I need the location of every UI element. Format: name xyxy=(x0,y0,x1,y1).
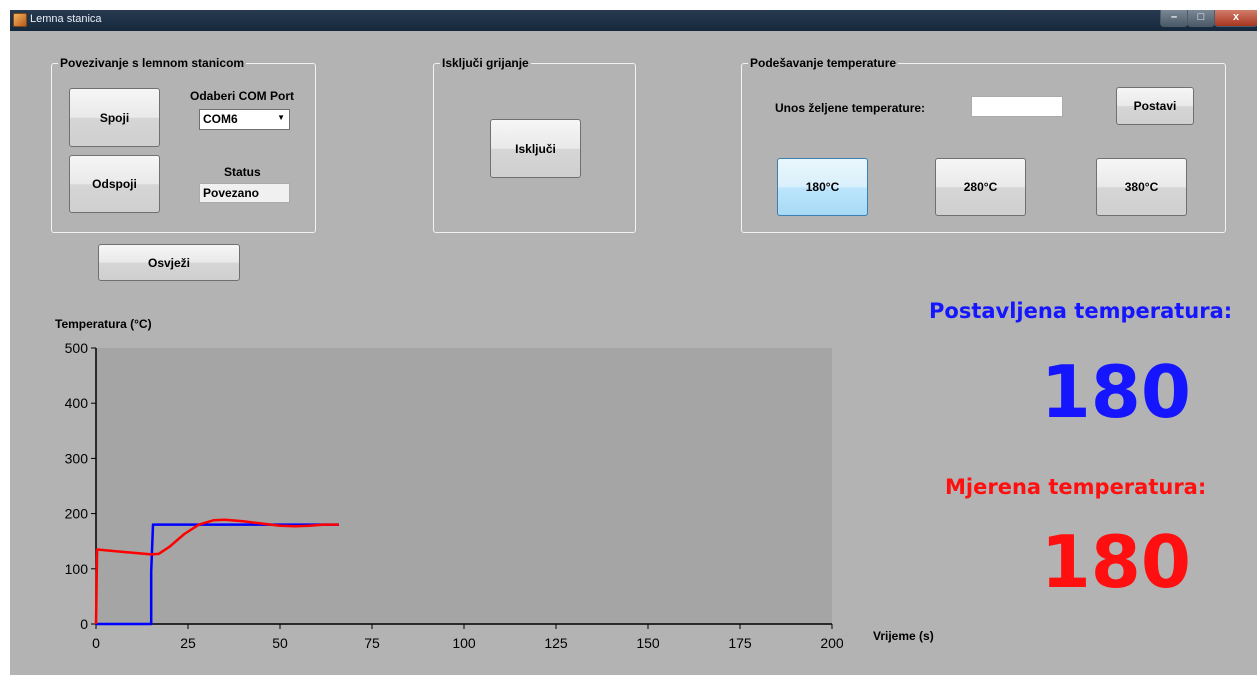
temperature-input[interactable] xyxy=(971,96,1063,117)
com-port-value: COM6 xyxy=(203,112,238,126)
preset-380-button[interactable]: 380°C xyxy=(1096,158,1187,216)
set-temperature-label: Postavljena temperatura: xyxy=(929,299,1233,323)
com-port-select[interactable]: COM6 ▼ xyxy=(199,109,290,130)
app-icon xyxy=(13,13,27,27)
status-label: Status xyxy=(224,165,261,179)
connection-group-title: Povezivanje s lemnom stanicom xyxy=(58,56,247,70)
heater-group: Isključi grijanje xyxy=(433,56,636,233)
chart-x-tick-label: 0 xyxy=(92,635,100,650)
chart-x-axis-label: Vrijeme (s) xyxy=(873,629,934,643)
chart-plot-area xyxy=(96,348,832,624)
connection-group: Povezivanje s lemnom stanicom xyxy=(51,56,316,233)
temperature-group: Podešavanje temperature xyxy=(741,56,1226,233)
temperature-group-title: Podešavanje temperature xyxy=(748,56,899,70)
chart-y-tick-label: 100 xyxy=(65,561,89,577)
status-field: Povezano xyxy=(199,183,290,203)
measured-temperature-value: 180 xyxy=(1040,520,1191,604)
chart-x-tick-label: 125 xyxy=(544,635,568,650)
chart-y-tick-label: 400 xyxy=(65,395,89,411)
chart-y-tick-label: 300 xyxy=(65,450,89,466)
temperature-input-label: Unos željene temperature: xyxy=(775,101,926,115)
measured-temperature-label: Mjerena temperatura: xyxy=(945,475,1207,499)
set-temperature-button[interactable]: Postavi xyxy=(1116,87,1194,125)
chart-x-tick-label: 200 xyxy=(820,635,844,650)
chart-series-line-1 xyxy=(94,518,339,625)
chart-x-tick-label: 175 xyxy=(728,635,752,650)
preset-280-button[interactable]: 280°C xyxy=(935,158,1026,216)
connect-button[interactable]: Spoji xyxy=(69,88,160,147)
chart-y-axis-label: Temperatura (°C) xyxy=(55,317,152,331)
chart-x-tick-label: 25 xyxy=(180,635,196,650)
heater-group-title: Isključi grijanje xyxy=(440,56,531,70)
chevron-down-icon: ▼ xyxy=(277,113,285,122)
chart-x-tick-label: 100 xyxy=(452,635,476,650)
maximize-button[interactable]: □ xyxy=(1187,10,1215,27)
chart-x-tick-label: 75 xyxy=(364,635,380,650)
heater-off-button[interactable]: Isključi xyxy=(490,119,581,178)
minimize-button[interactable]: – xyxy=(1160,10,1188,27)
temperature-chart: 0 100 200 300 400 500 0 25 50 75 100 125 150 175 200 Te… xyxy=(55,317,934,650)
app-window: Lemna stanica – □ x Povezivanje s lemnom… xyxy=(10,10,1257,675)
set-temperature-value: 180 xyxy=(1040,350,1191,434)
preset-180-button[interactable]: 180°C xyxy=(777,158,868,216)
com-port-label: Odaberi COM Port xyxy=(190,89,295,103)
close-button[interactable]: x xyxy=(1214,10,1257,27)
chart-x-tick-label: 50 xyxy=(272,635,288,650)
chart-y-tick-label: 500 xyxy=(65,340,89,356)
chart-y-tick-label: 200 xyxy=(65,506,89,522)
disconnect-button[interactable]: Odspoji xyxy=(69,155,160,213)
chart-x-tick-label: 150 xyxy=(636,635,660,650)
refresh-button[interactable]: Osvježi xyxy=(98,244,240,281)
chart-y-tick-label: 0 xyxy=(80,616,88,632)
chart-series-line-0 xyxy=(96,523,339,626)
title-bar[interactable]: Lemna stanica – □ x xyxy=(10,10,1257,31)
window-title: Lemna stanica xyxy=(30,13,102,25)
